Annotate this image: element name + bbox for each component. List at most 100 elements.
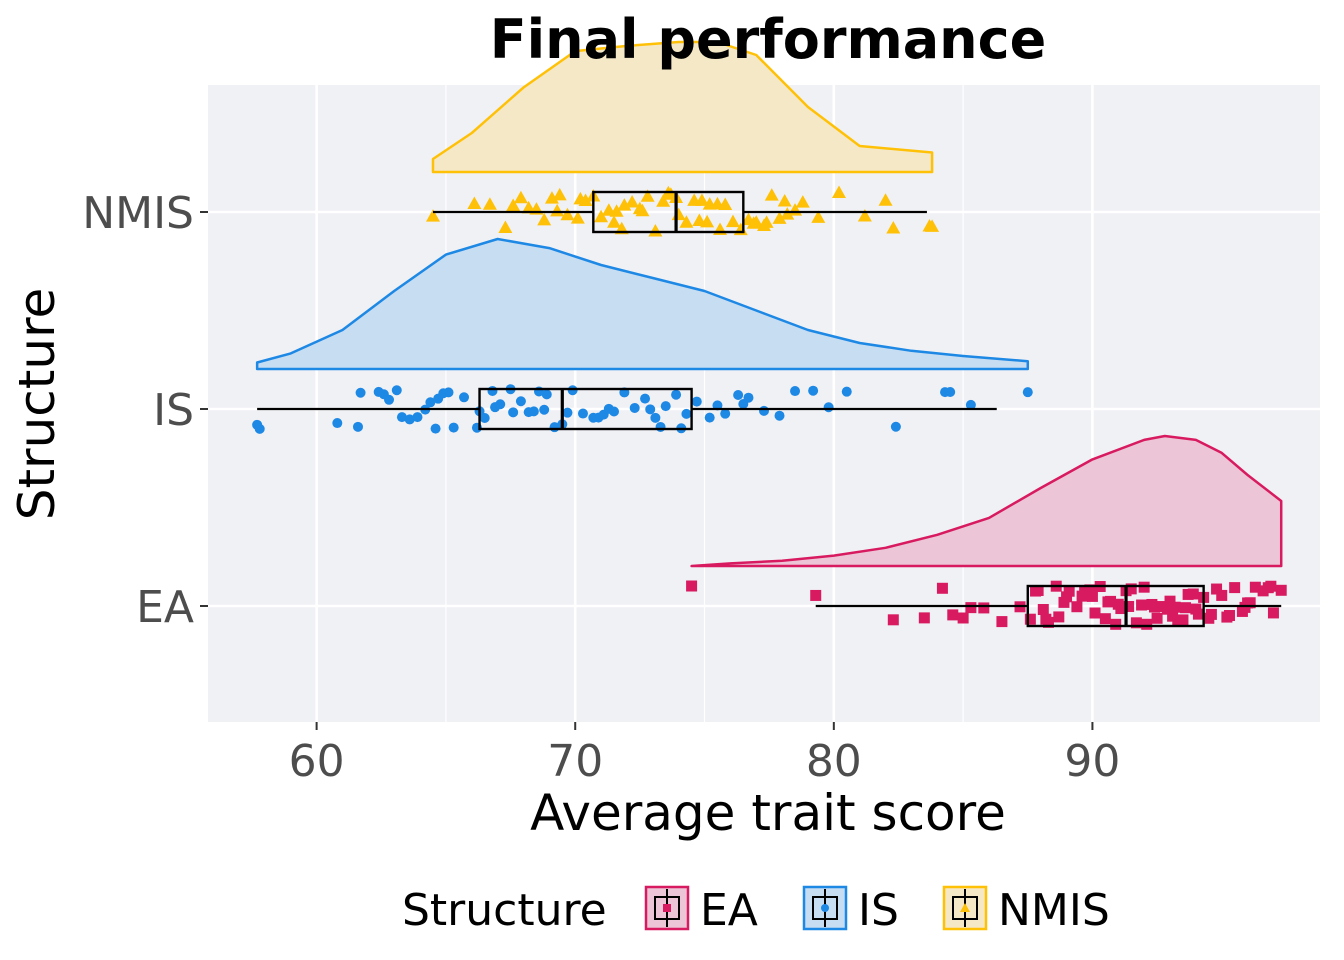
data-point — [1024, 613, 1036, 625]
data-point — [772, 211, 787, 224]
legend-key-box — [952, 896, 978, 920]
data-point — [1136, 599, 1148, 611]
data-point — [396, 412, 407, 423]
data-point — [1053, 611, 1065, 623]
data-point — [733, 390, 744, 401]
data-point — [506, 198, 521, 212]
legend-label: EA — [700, 885, 758, 936]
data-point — [479, 413, 490, 424]
data-point — [528, 406, 539, 417]
data-point — [594, 209, 609, 223]
data-point — [681, 408, 692, 419]
legend-key-box — [812, 896, 838, 920]
data-point — [810, 589, 822, 601]
legend-label: IS — [858, 885, 899, 936]
series-ea — [686, 434, 1287, 630]
legend-item-nmis: NMIS — [942, 885, 1110, 936]
x-tick-label: 70 — [547, 736, 603, 787]
data-point — [965, 399, 976, 410]
data-point — [1169, 601, 1181, 613]
data-point — [1161, 603, 1173, 615]
data-point — [1084, 584, 1096, 596]
data-point — [759, 405, 769, 416]
data-point — [433, 393, 444, 404]
data-point — [552, 187, 567, 201]
plot-panel — [208, 85, 1320, 722]
data-point — [1022, 387, 1033, 398]
data-point — [550, 203, 565, 217]
data-point — [1089, 607, 1101, 619]
data-point — [391, 385, 402, 396]
data-point — [443, 387, 454, 398]
data-point — [774, 410, 785, 421]
legend-item-is: IS — [802, 885, 899, 936]
data-point — [1229, 582, 1241, 594]
box-iqr — [478, 387, 693, 431]
data-point — [1086, 590, 1098, 602]
data-point — [635, 203, 650, 217]
data-point — [603, 403, 614, 414]
data-point — [1190, 603, 1202, 615]
data-point — [1141, 618, 1153, 630]
data-point — [1151, 612, 1163, 624]
legend-key-marker — [821, 904, 829, 912]
data-point — [254, 423, 265, 434]
data-point — [996, 616, 1008, 628]
data-point — [404, 414, 415, 425]
data-point — [607, 215, 622, 228]
chart-title: Final performance — [490, 8, 1047, 71]
data-point — [936, 582, 948, 594]
data-point — [1040, 613, 1052, 625]
data-point — [1239, 601, 1251, 613]
data-point — [629, 402, 640, 413]
data-point — [841, 386, 852, 397]
data-point — [686, 580, 698, 592]
data-point — [1211, 583, 1223, 595]
data-point — [537, 212, 552, 226]
data-point — [725, 214, 740, 228]
series-is — [252, 237, 1033, 434]
data-point — [759, 215, 774, 228]
data-point — [515, 396, 526, 407]
density-cloud-nmis — [431, 40, 934, 174]
data-point — [1216, 589, 1228, 601]
data-point — [425, 397, 436, 408]
data-point — [609, 204, 624, 217]
data-point — [1249, 581, 1261, 593]
data-point — [430, 423, 441, 434]
data-point — [1125, 583, 1137, 595]
data-point — [1110, 618, 1122, 630]
data-point — [1267, 607, 1279, 619]
data-point — [482, 197, 497, 210]
data-point — [671, 389, 682, 400]
data-point — [448, 422, 459, 433]
data-point — [1164, 595, 1176, 607]
data-point — [1061, 591, 1073, 603]
legend-key-marker — [960, 903, 970, 912]
data-point — [1221, 611, 1233, 623]
data-point — [720, 408, 731, 419]
data-point — [1205, 608, 1217, 620]
data-point — [640, 189, 655, 202]
data-point — [570, 211, 585, 224]
data-point — [544, 191, 559, 204]
data-point — [704, 412, 715, 423]
data-point — [660, 401, 671, 412]
box-iqr — [1026, 584, 1205, 628]
data-point — [467, 196, 482, 209]
data-point — [777, 194, 792, 207]
data-point — [645, 404, 656, 415]
data-point — [650, 412, 661, 423]
data-point — [567, 385, 578, 396]
data-point — [1177, 614, 1189, 626]
data-point — [1112, 598, 1124, 610]
axes: 60 70 80 90 EA IS NMIS — [82, 188, 1120, 787]
data-point — [918, 612, 930, 624]
data-point — [412, 412, 423, 423]
data-point — [425, 209, 440, 222]
data-point — [780, 207, 795, 220]
data-point — [887, 614, 899, 626]
x-axis-title: Average trait score — [530, 784, 1006, 842]
x-tick-label: 90 — [1064, 736, 1120, 787]
data-point — [1123, 600, 1135, 612]
